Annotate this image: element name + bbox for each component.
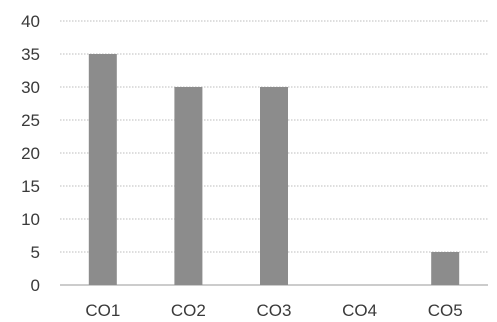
bar-co2 <box>174 87 203 285</box>
x-tick-label-co5: CO5 <box>428 301 463 320</box>
y-tick-label: 25 <box>21 111 40 130</box>
x-axis-ticks: CO1 CO2 CO3 CO4 CO5 <box>85 301 462 320</box>
x-tick-label-co2: CO2 <box>171 301 206 320</box>
bar-co5 <box>431 252 460 285</box>
y-tick-label: 0 <box>31 276 40 295</box>
y-tick-label: 40 <box>21 12 40 31</box>
bar-co1 <box>88 54 117 285</box>
y-tick-label: 15 <box>21 177 40 196</box>
x-tick-label-co4: CO4 <box>342 301 377 320</box>
y-axis-ticks: 0 5 10 15 20 25 30 35 40 <box>21 12 40 295</box>
y-tick-label: 5 <box>31 243 40 262</box>
y-tick-label: 35 <box>21 45 40 64</box>
x-tick-label-co1: CO1 <box>85 301 120 320</box>
x-tick-label-co3: CO3 <box>257 301 292 320</box>
y-tick-label: 30 <box>21 78 40 97</box>
bar-co3 <box>260 87 288 285</box>
bars <box>88 54 460 285</box>
y-tick-label: 20 <box>21 144 40 163</box>
y-tick-label: 10 <box>21 210 40 229</box>
